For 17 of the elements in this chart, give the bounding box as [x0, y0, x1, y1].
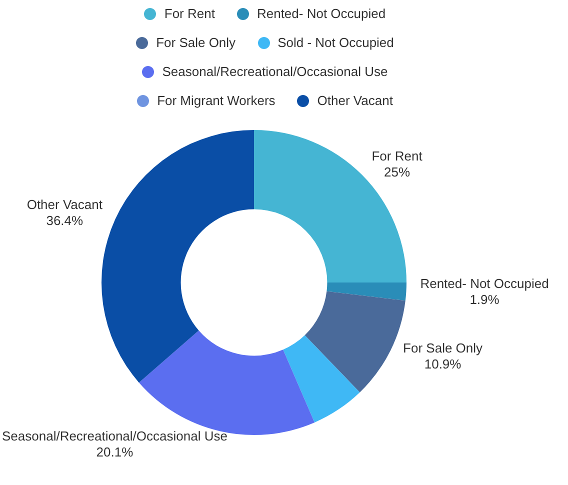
data-label: 36.4% [46, 213, 84, 228]
legend-label: For Migrant Workers [157, 93, 276, 108]
data-label: 1.9% [470, 292, 500, 308]
legend-label: Other Vacant [317, 93, 393, 108]
legend-label: For Sale Only [156, 35, 236, 50]
data-label: 10.9% [424, 356, 462, 372]
slice-label: For Rent [372, 148, 423, 164]
legend-label: Sold - Not Occupied [278, 35, 394, 50]
legend-label: For Rent [164, 6, 215, 21]
legend-label: Rented- Not Occupied [256, 6, 386, 21]
legend-label: Seasonal/Recreational/Occasional Use [162, 64, 388, 79]
data-label: 20.1% [96, 444, 134, 460]
data-label: 25% [384, 164, 410, 180]
slice-label: Rented- Not Occupied [420, 276, 549, 292]
slice-label: Other Vacant [26, 197, 103, 212]
slice-label: For Sale Only [403, 340, 484, 356]
slice-label: Seasonal/Recreational/Occasional Use [2, 428, 228, 444]
